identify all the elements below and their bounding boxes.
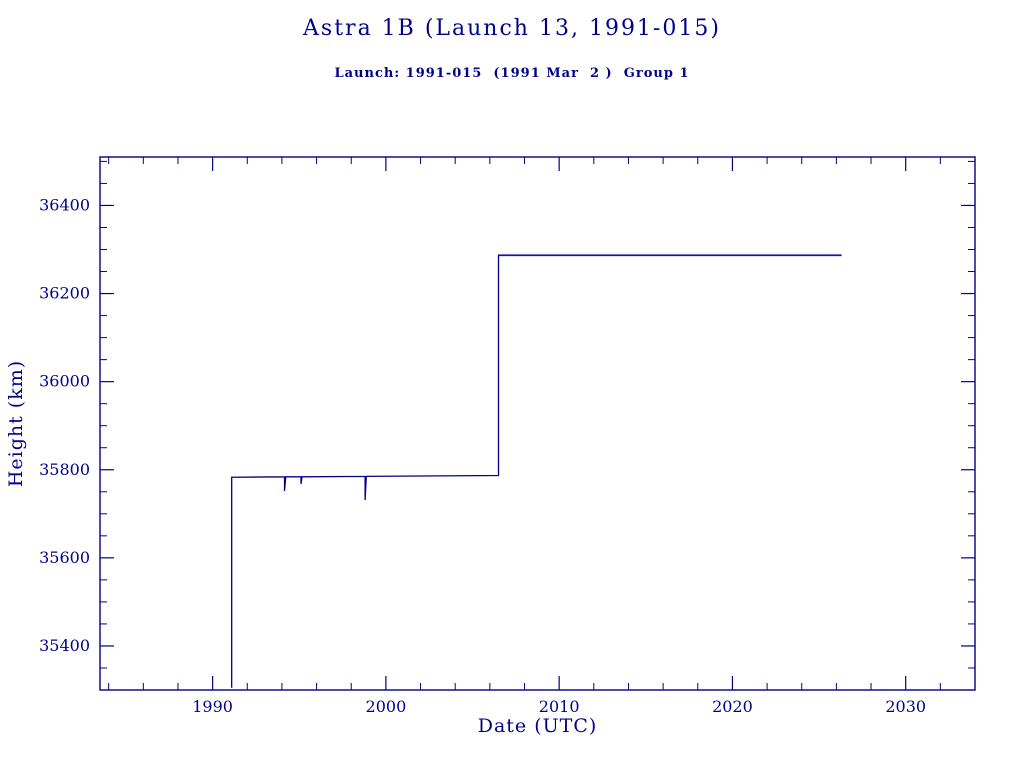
x-tick-label: 2000 [366,697,407,716]
y-axis-label: Height (km) [5,360,27,487]
y-tick-label: 36000 [39,372,90,391]
chart-title: Astra 1B (Launch 13, 1991-015) [303,16,721,41]
y-tick-label: 35600 [39,548,90,567]
chart-subtitle: Launch: 1991-015 (1991 Mar 2 ) Group 1 [334,66,690,81]
plot-frame [99,156,976,691]
y-tick-label: 36400 [39,195,90,214]
x-axis-label: Date (UTC) [478,715,598,737]
series-line [231,254,842,688]
y-tick-label: 35800 [39,460,90,479]
x-tick-label: 2030 [885,697,926,716]
y-tick-label: 36200 [39,284,90,303]
x-tick-label: 2010 [539,697,580,716]
y-tick-label: 35400 [39,636,90,655]
x-tick-label: 2020 [712,697,753,716]
x-tick-label: 1990 [192,697,233,716]
